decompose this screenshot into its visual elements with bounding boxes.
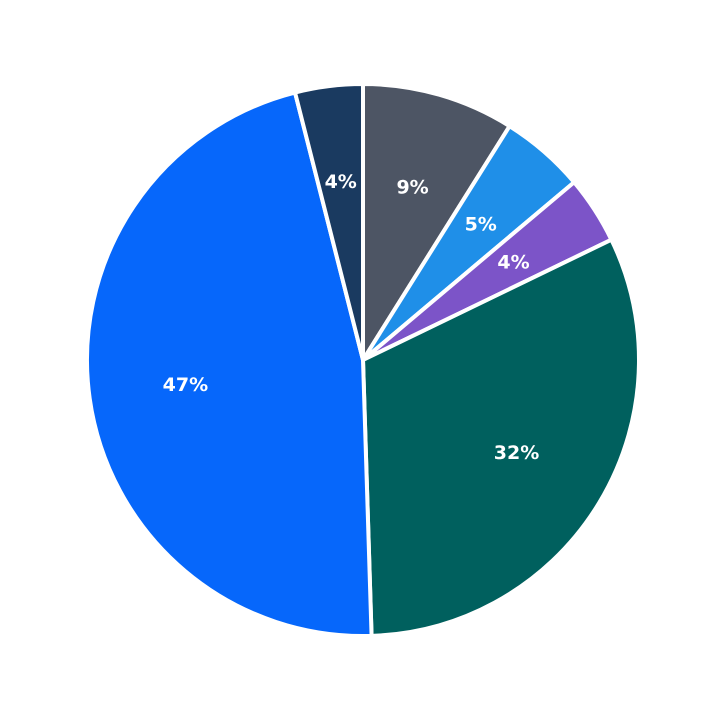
pie-slice-label-6: 4%	[325, 171, 357, 193]
pie-slice-4	[361, 237, 641, 638]
pie-slice-label-2: 5%	[465, 214, 497, 236]
pie-slice-label-3: 4%	[497, 251, 529, 273]
pie-slice-label-1: 9%	[396, 177, 428, 199]
pie-slice-5	[85, 90, 374, 638]
pie-slice-label-4: 32%	[494, 442, 539, 464]
pie-slice-6	[293, 82, 365, 362]
pie-slice-label-5: 47%	[163, 374, 208, 396]
pie-slice-1	[361, 82, 512, 362]
